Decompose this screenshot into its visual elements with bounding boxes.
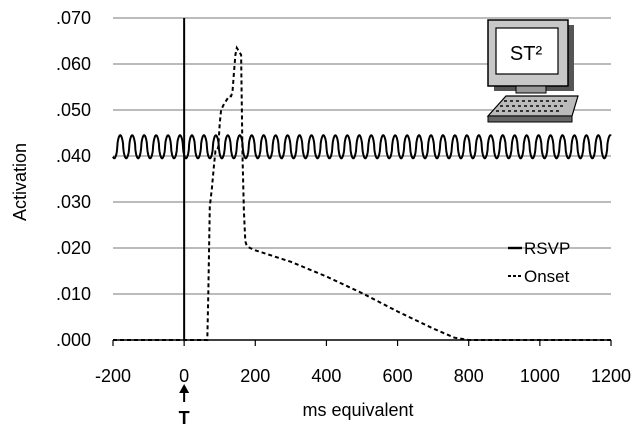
x-axis-title: ms equivalent [302, 400, 413, 420]
keyboard-key [504, 100, 507, 102]
keyboard-key [528, 100, 531, 102]
keyboard-key [536, 105, 539, 107]
monitor-screen [495, 27, 559, 75]
keyboard-key [524, 105, 527, 107]
y-tick-label: .010 [56, 284, 91, 304]
axes [113, 18, 611, 341]
y-axis-title: Activation [10, 143, 30, 221]
monitor-stand [515, 85, 547, 94]
keyboard-key [554, 105, 557, 107]
keyboard-key [560, 105, 563, 107]
keyboard-key [520, 110, 523, 112]
y-tick-label: .050 [56, 100, 91, 120]
keyboard-key [530, 105, 533, 107]
keyboard-key [522, 100, 525, 102]
keyboard-key [550, 110, 553, 112]
keyboard-key [544, 110, 547, 112]
keyboard-key [534, 100, 537, 102]
keyboard-front [487, 115, 573, 123]
logo-text: ST² [510, 43, 543, 65]
legend-rsvp-label: RSVP [524, 239, 570, 258]
keyboard-key [508, 110, 511, 112]
keyboard-key [542, 105, 545, 107]
keyboard-key [532, 110, 535, 112]
keyboard-key [548, 105, 551, 107]
y-tick-label: .030 [56, 192, 91, 212]
keyboard-key [538, 110, 541, 112]
x-tick-labels: -200 0 200 400 600 800 1000 1200 [95, 340, 631, 386]
keyboard-key [512, 105, 515, 107]
keyboard-key [516, 100, 519, 102]
target-marker: T [179, 384, 190, 428]
x-tick-label: -200 [95, 366, 131, 386]
keyboard-key [540, 100, 543, 102]
x-tick-label: 1200 [591, 366, 631, 386]
keyboard-key [510, 100, 513, 102]
keyboard-keys [496, 100, 567, 112]
y-tick-label: .060 [56, 54, 91, 74]
keyboard-key [546, 100, 549, 102]
keyboard-key [518, 105, 521, 107]
x-tick-label: 1000 [520, 366, 560, 386]
y-tick-label: .000 [56, 330, 91, 350]
series-group [112, 45, 612, 341]
keyboard-key [506, 105, 509, 107]
keyboard-key [514, 110, 517, 112]
x-tick-label: 0 [179, 366, 189, 386]
legend-onset-label: Onset [524, 267, 570, 286]
keyboard-key [552, 100, 555, 102]
series-line-onset [113, 45, 611, 341]
y-tick-labels: .000 .010 .020 .030 .040 .050 .060 .070 [56, 8, 91, 350]
target-arrow-head [179, 384, 190, 393]
legend: RSVP Onset [508, 239, 570, 286]
y-tick-label: .040 [56, 146, 91, 166]
y-tick-label: .070 [56, 8, 91, 28]
x-tick-label: 600 [383, 366, 413, 386]
keyboard-key [502, 110, 505, 112]
keyboard-key [526, 110, 529, 112]
y-tick-label: .020 [56, 238, 91, 258]
x-tick-label: 200 [240, 366, 270, 386]
keyboard-key [496, 110, 499, 112]
series-line-rsvp [112, 134, 612, 160]
target-label: T [179, 408, 190, 428]
computer-logo: ST² [486, 19, 579, 123]
keyboard-key [556, 110, 559, 112]
keyboard-key [564, 100, 567, 102]
x-tick-label: 800 [454, 366, 484, 386]
keyboard-key [500, 105, 503, 107]
keyboard-key [558, 100, 561, 102]
x-tick-label: 400 [311, 366, 341, 386]
